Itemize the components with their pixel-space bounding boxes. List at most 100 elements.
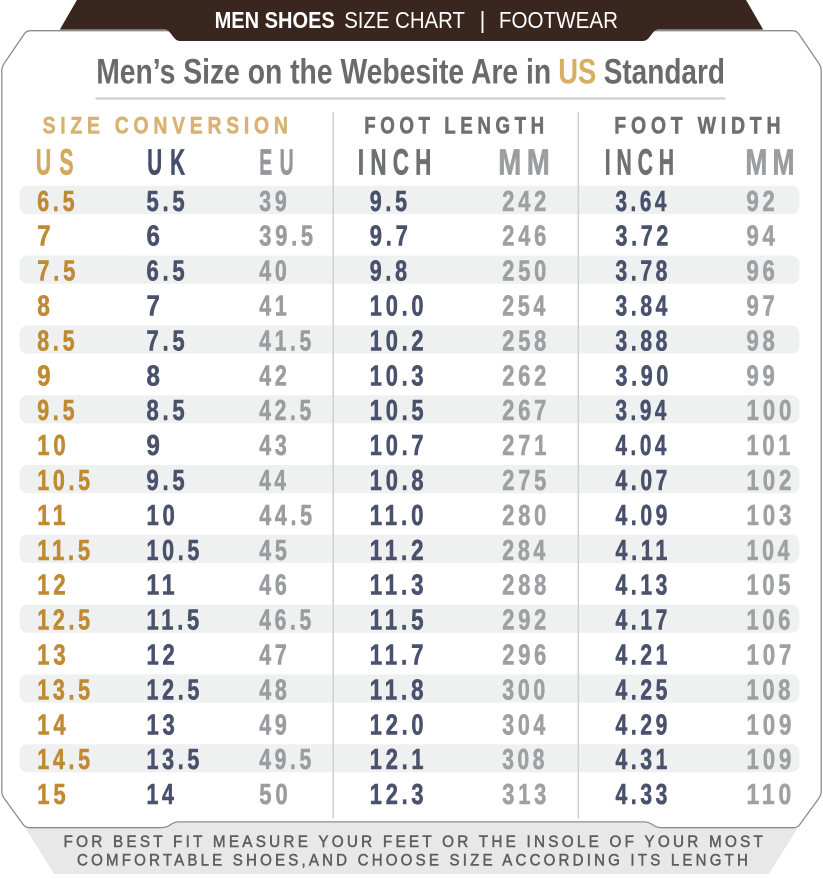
svg-text:96: 96 xyxy=(747,256,779,288)
svg-text:101: 101 xyxy=(747,430,795,462)
svg-text:100: 100 xyxy=(747,395,796,427)
svg-text:11: 11 xyxy=(37,500,69,532)
svg-text:258: 258 xyxy=(502,325,550,357)
svg-text:3.94: 3.94 xyxy=(616,395,671,427)
svg-text:UK: UK xyxy=(147,142,193,183)
svg-text:4.13: 4.13 xyxy=(616,570,672,602)
svg-text:6: 6 xyxy=(147,221,165,253)
svg-text:99: 99 xyxy=(747,360,779,392)
svg-text:48: 48 xyxy=(259,674,290,706)
svg-text:104: 104 xyxy=(747,535,794,567)
svg-text:109: 109 xyxy=(747,709,796,741)
svg-text:296: 296 xyxy=(502,640,550,672)
svg-text:11.8: 11.8 xyxy=(370,674,428,706)
svg-text:4.33: 4.33 xyxy=(616,779,672,811)
svg-text:12: 12 xyxy=(37,570,69,602)
svg-text:300: 300 xyxy=(502,674,549,706)
svg-text:9.5: 9.5 xyxy=(370,186,411,218)
svg-text:13: 13 xyxy=(147,709,179,741)
svg-text:10.2: 10.2 xyxy=(370,325,428,357)
svg-text:42: 42 xyxy=(259,360,290,392)
svg-text:14.5: 14.5 xyxy=(37,744,94,776)
svg-text:44.5: 44.5 xyxy=(259,500,316,532)
svg-text:US: US xyxy=(558,53,596,92)
svg-text:11.7: 11.7 xyxy=(370,640,428,672)
svg-text:102: 102 xyxy=(747,465,796,497)
svg-text:267: 267 xyxy=(502,395,550,427)
svg-text:40: 40 xyxy=(259,256,290,288)
svg-text:3.64: 3.64 xyxy=(616,186,671,218)
svg-text:Men’s Size on the Webesite Are: Men’s Size on the Webesite Are in xyxy=(96,53,551,92)
svg-text:8: 8 xyxy=(147,360,165,392)
svg-text:12: 12 xyxy=(147,640,179,672)
svg-text:10: 10 xyxy=(147,500,179,532)
svg-text:15: 15 xyxy=(37,779,69,811)
svg-text:8.5: 8.5 xyxy=(147,395,189,427)
svg-text:49: 49 xyxy=(259,709,290,741)
svg-text:46.5: 46.5 xyxy=(259,605,315,637)
svg-text:MM: MM xyxy=(745,142,799,183)
svg-text:10.5: 10.5 xyxy=(370,395,428,427)
svg-text:41.5: 41.5 xyxy=(259,325,315,357)
svg-text:47: 47 xyxy=(259,640,290,672)
svg-text:10.5: 10.5 xyxy=(147,535,204,567)
svg-text:10: 10 xyxy=(37,430,69,462)
svg-text:43: 43 xyxy=(259,430,290,462)
svg-text:4.11: 4.11 xyxy=(616,535,672,567)
svg-text:SIZE CONVERSION: SIZE CONVERSION xyxy=(43,113,293,140)
svg-text:46: 46 xyxy=(259,570,290,602)
svg-text:7: 7 xyxy=(147,291,165,323)
svg-text:50: 50 xyxy=(259,779,291,811)
svg-text:7.5: 7.5 xyxy=(37,256,79,288)
svg-text:5.5: 5.5 xyxy=(147,186,189,218)
svg-text:304: 304 xyxy=(502,709,549,741)
svg-text:FOOT LENGTH: FOOT LENGTH xyxy=(364,113,549,140)
svg-text:4.21: 4.21 xyxy=(616,640,672,672)
svg-text:9.8: 9.8 xyxy=(370,256,411,288)
svg-text:12.3: 12.3 xyxy=(370,779,428,811)
svg-text:4.17: 4.17 xyxy=(616,605,672,637)
svg-text:10.7: 10.7 xyxy=(370,430,428,462)
svg-text:44: 44 xyxy=(259,465,289,497)
svg-text:9: 9 xyxy=(37,360,55,392)
svg-text:9.5: 9.5 xyxy=(37,395,78,427)
svg-text:94: 94 xyxy=(747,221,779,253)
svg-text:280: 280 xyxy=(502,500,550,532)
svg-text:9.5: 9.5 xyxy=(147,465,189,497)
svg-text:14: 14 xyxy=(37,709,69,741)
svg-text:9.7: 9.7 xyxy=(370,221,412,253)
svg-text:108: 108 xyxy=(747,674,795,706)
svg-text:11.5: 11.5 xyxy=(147,605,204,637)
svg-text:4.29: 4.29 xyxy=(616,709,672,741)
svg-text:246: 246 xyxy=(502,221,550,253)
svg-text:41: 41 xyxy=(259,291,290,323)
svg-text:Standard: Standard xyxy=(604,53,725,92)
svg-text:11.2: 11.2 xyxy=(370,535,428,567)
svg-text:4.07: 4.07 xyxy=(616,465,672,497)
svg-text:4.31: 4.31 xyxy=(616,744,672,776)
svg-text:EU: EU xyxy=(259,142,301,183)
svg-text:11.0: 11.0 xyxy=(370,500,428,532)
svg-text:10.8: 10.8 xyxy=(370,465,428,497)
svg-text:7: 7 xyxy=(37,221,55,253)
svg-text:12.1: 12.1 xyxy=(370,744,428,776)
svg-text:106: 106 xyxy=(747,605,795,637)
svg-text:275: 275 xyxy=(502,465,550,497)
svg-text:39: 39 xyxy=(259,186,290,218)
svg-text:288: 288 xyxy=(502,570,550,602)
svg-text:110: 110 xyxy=(747,779,796,811)
svg-text:308: 308 xyxy=(502,744,548,776)
svg-text:39.5: 39.5 xyxy=(259,221,317,253)
svg-text:4.25: 4.25 xyxy=(616,674,672,706)
svg-text:9: 9 xyxy=(147,430,165,462)
svg-text:12.0: 12.0 xyxy=(370,709,428,741)
svg-text:10.0: 10.0 xyxy=(370,291,428,323)
svg-text:14: 14 xyxy=(147,779,178,811)
svg-text:107: 107 xyxy=(747,640,796,672)
svg-text:97: 97 xyxy=(747,291,779,323)
svg-text:242: 242 xyxy=(502,186,550,218)
svg-text:11.3: 11.3 xyxy=(370,570,428,602)
svg-text:MM: MM xyxy=(498,142,555,183)
svg-text:11.5: 11.5 xyxy=(370,605,428,637)
